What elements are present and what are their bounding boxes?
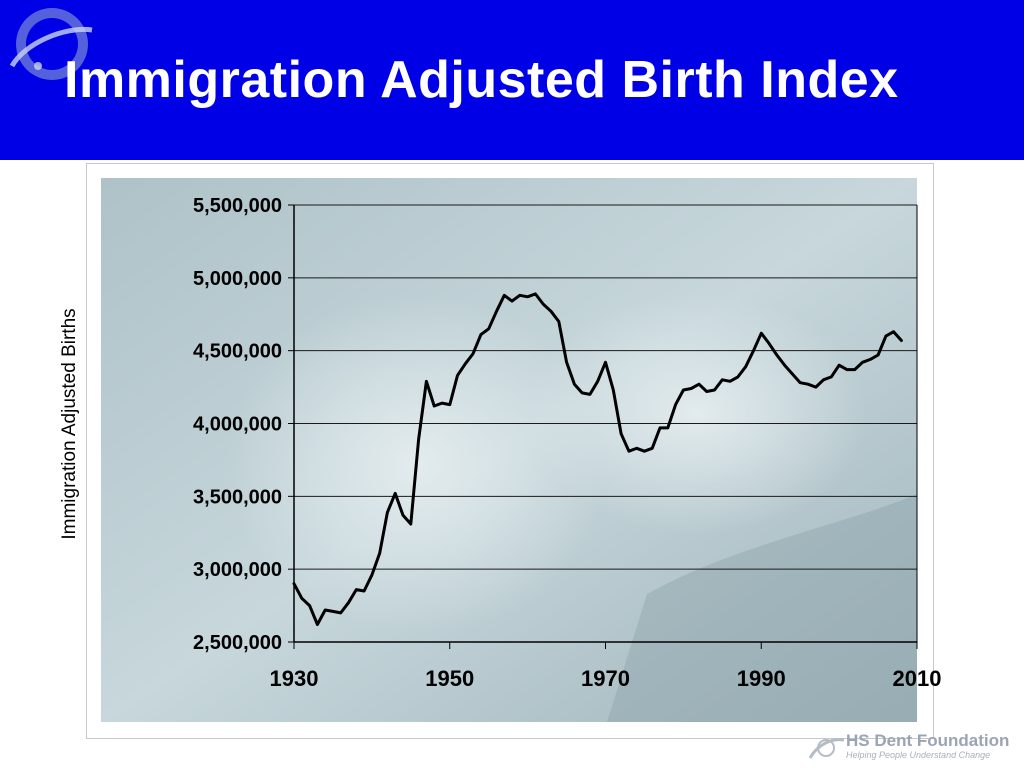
y-tick-label: 4,000,000 bbox=[193, 414, 282, 436]
y-tick-label: 4,500,000 bbox=[193, 341, 282, 363]
y-tick-label: 5,500,000 bbox=[193, 195, 282, 217]
page-title: Immigration Adjusted Birth Index bbox=[64, 51, 899, 109]
footer-brand: HS Dent Foundation bbox=[846, 731, 1010, 750]
series-line bbox=[292, 292, 903, 626]
x-tick-label: 2010 bbox=[893, 666, 942, 691]
x-tick-label: 1990 bbox=[737, 666, 786, 691]
birth-index-chart: 2,500,000 3,000,000 3,500,000 4,000,000 4,50… bbox=[59, 178, 941, 722]
footer-tagline: Helping People Understand Change bbox=[846, 750, 991, 760]
axes bbox=[288, 204, 918, 649]
x-tick-label: 1970 bbox=[581, 666, 630, 691]
y-axis-label: Immigration Adjusted Births bbox=[59, 308, 80, 539]
footer-logo: HS Dent Foundation Helping People Unders… bbox=[806, 730, 1016, 764]
chart-panel: 2,500,000 3,000,000 3,500,000 4,000,000 4,50… bbox=[59, 163, 941, 739]
series-layer bbox=[292, 292, 903, 626]
footer-swoosh-icon bbox=[808, 738, 845, 759]
y-tick-label: 3,000,000 bbox=[193, 559, 282, 581]
y-tick-label: 3,500,000 bbox=[193, 486, 282, 508]
background-photo bbox=[101, 178, 917, 722]
title-banner: Immigration Adjusted Birth Index bbox=[0, 0, 1024, 160]
x-tick-label: 1930 bbox=[270, 666, 319, 691]
foundation-logo-icon bbox=[9, 8, 93, 80]
tick-labels: 2,500,000 3,000,000 3,500,000 4,000,000 4,50… bbox=[193, 195, 941, 691]
y-tick-label: 5,000,000 bbox=[193, 268, 282, 290]
y-tick-label: 2,500,000 bbox=[193, 632, 282, 654]
x-tick-label: 1950 bbox=[425, 666, 474, 691]
